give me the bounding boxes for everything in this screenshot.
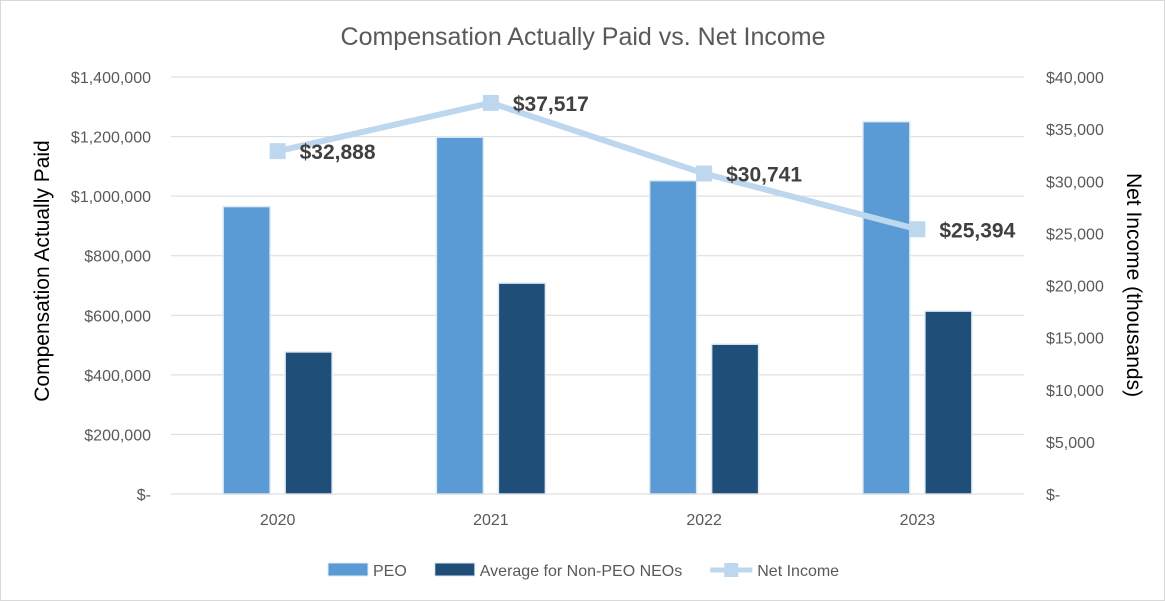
left-tick-label: $600,000 [84,308,151,325]
net-income-line-path [276,99,919,233]
x-tick-label: 2023 [900,512,936,529]
net-income-marker [482,94,499,111]
non-peo-neo-bar [497,282,547,495]
left-tick-label: $800,000 [84,249,151,266]
net-income-data-label: $25,394 [939,219,1015,242]
right-tick-label: $30,000 [1046,174,1104,191]
right-tick-label: $40,000 [1046,70,1104,87]
net-income-data-label: $37,517 [513,93,589,116]
x-axis: 2020 2021 2022 2023 [171,493,1024,529]
right-axis-label: Net Income (thousands) [1122,173,1145,397]
chart-title: Compensation Actually Paid vs. Net Incom… [341,23,826,51]
legend: PEO Average for Non-PEO NEOs Net Income [327,562,839,580]
legend-label: Average for Non-PEO NEOs [480,563,682,580]
left-tick-label: $1,200,000 [71,130,151,147]
peo-bar [222,205,271,495]
net-income-data-label: $32,888 [300,141,376,164]
legend-label: PEO [373,563,407,580]
bar-series [222,120,973,495]
non-peo-neo-bar [710,343,760,495]
legend-swatch [327,562,369,577]
right-tick-label: $- [1046,487,1060,504]
left-axis-label: Compensation Actually Paid [31,140,54,402]
left-axis-ticks: $- $200,000 $400,000 $600,000 $800,000 $1,000… [71,70,151,504]
left-tick-label: $1,400,000 [71,70,151,87]
x-tick-label: 2020 [260,512,296,529]
x-tick-label: 2021 [473,512,509,529]
right-axis-ticks: $- $5,000 $10,000 $15,000 $20,000 $25,000 $30,… [1046,70,1104,504]
right-tick-label: $5,000 [1046,435,1095,452]
net-income-marker [269,143,286,160]
net-income-line: $32,888 $37,517 $30,741 $25,394 [269,93,1016,242]
peo-bar [648,179,698,495]
x-tick-label: 2022 [686,512,722,529]
peo-bar [862,120,911,495]
net-income-marker [909,221,926,238]
legend-label: Net Income [757,563,839,580]
right-tick-label: $15,000 [1046,331,1104,348]
left-tick-label: $- [137,487,151,504]
left-tick-label: $1,000,000 [71,189,151,206]
left-tick-label: $400,000 [84,368,151,385]
left-tick-label: $200,000 [84,427,151,444]
peo-bar [435,136,485,495]
right-tick-label: $35,000 [1046,122,1104,139]
net-income-marker [696,165,713,182]
right-tick-label: $25,000 [1046,226,1104,243]
legend-swatch [434,562,476,577]
non-peo-neo-bar [284,351,333,495]
right-tick-label: $10,000 [1046,383,1104,400]
right-tick-label: $20,000 [1046,279,1104,296]
non-peo-neo-bar [924,310,973,495]
legend-marker [724,563,739,577]
net-income-data-label: $30,741 [726,164,802,187]
